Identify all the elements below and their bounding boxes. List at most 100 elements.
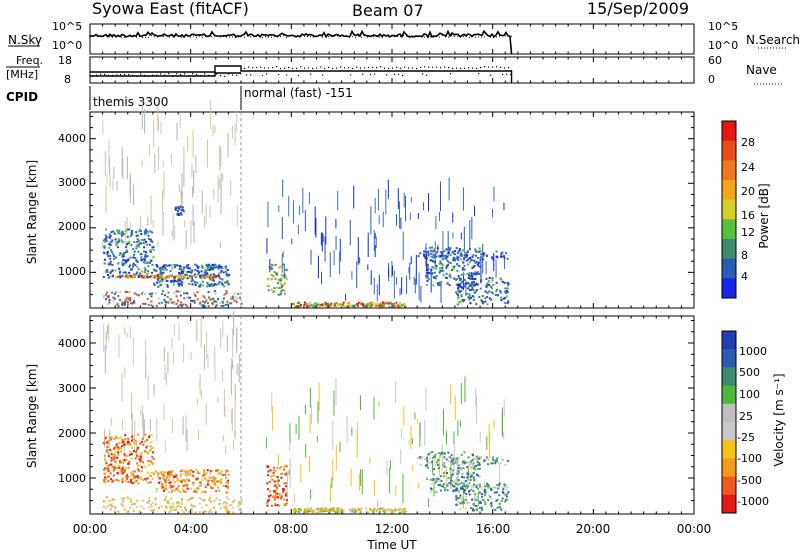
power-cell (280, 290, 283, 293)
nsearch-dot (304, 35, 305, 37)
freq-line (90, 65, 513, 83)
nsearch-dot (100, 35, 101, 37)
cpid-label: CPID (6, 90, 38, 104)
velocity-cell (273, 490, 276, 493)
velocity-cell (468, 482, 471, 485)
velocity-cell (171, 470, 174, 473)
power-cell (506, 257, 509, 260)
velocity-cell (162, 489, 165, 492)
power-cell (189, 276, 192, 279)
power-cell (313, 303, 316, 306)
power-cell (473, 278, 476, 280)
nave-dot (352, 67, 354, 70)
power-cell (324, 301, 327, 304)
velocity-cell (144, 440, 146, 443)
velocity-cell (184, 480, 186, 483)
nsearch-dot (316, 36, 317, 38)
nsearch-dot (283, 35, 284, 37)
power-cell (461, 299, 464, 301)
nave-dot (452, 67, 454, 70)
velocity-cell (486, 483, 488, 485)
power-cell (188, 282, 191, 285)
power-cell (183, 303, 186, 306)
velocity-cell (131, 470, 134, 473)
velocity-cell (490, 502, 493, 505)
power-cell (172, 279, 175, 282)
power-cell (388, 302, 391, 305)
power-cell (500, 253, 503, 256)
velocity-cell (164, 498, 167, 501)
velocity-cell (214, 476, 217, 479)
power-cell (203, 301, 206, 304)
velocity-cell (186, 487, 189, 490)
power-cell (435, 264, 438, 267)
power-cbar-swatch (722, 199, 736, 220)
nsky-series (89, 29, 513, 55)
velocity-cell (168, 481, 171, 484)
power-cell (234, 295, 237, 298)
velocity-cell (130, 478, 132, 481)
power-cell (271, 277, 274, 280)
power-cell (178, 214, 181, 216)
power-cell (472, 299, 475, 301)
power-cell (285, 268, 288, 271)
power-cell (189, 275, 192, 277)
power-cbar-swatch (722, 121, 736, 142)
power-cell (196, 291, 199, 294)
velocity-cell (137, 446, 140, 449)
power-cell (208, 275, 211, 278)
power-cell (146, 272, 149, 275)
nave-dot (176, 73, 178, 75)
velocity-cell (349, 510, 352, 513)
velocity-cell (403, 507, 406, 510)
power-cell (172, 281, 175, 283)
power-cell (282, 275, 285, 278)
velocity-cell (357, 508, 360, 510)
power-cell (425, 251, 427, 254)
power-cell (167, 291, 170, 294)
velocity-cell (120, 469, 123, 472)
velocity-cell (329, 509, 331, 511)
power-cell (158, 268, 161, 270)
power-cell (122, 264, 125, 267)
power-cell (141, 270, 144, 273)
velocity-cell (168, 511, 170, 514)
velocity-cell (219, 472, 222, 475)
power-cell (469, 275, 472, 278)
nave-dot (264, 67, 266, 69)
nsearch-dot (337, 35, 338, 37)
nsearch-dot (160, 35, 161, 37)
nsearch-dot (232, 36, 233, 38)
nave-dot (116, 74, 118, 76)
nave-dot (386, 74, 388, 76)
velocity-cell (494, 462, 497, 465)
power-cell (197, 266, 200, 268)
power-cell (481, 258, 484, 261)
power-cell (404, 305, 407, 308)
power-cell (276, 273, 278, 276)
power-cell (475, 289, 478, 291)
power-cell (109, 271, 112, 274)
velocity-cell (156, 472, 159, 475)
power-cell (366, 303, 369, 306)
velocity-cell (430, 487, 432, 490)
velocity-cell (452, 463, 455, 466)
power-cell (453, 265, 456, 268)
power-cell (137, 274, 140, 277)
power-cell (127, 274, 130, 277)
power-cell (467, 296, 470, 299)
velocity-cell (218, 503, 221, 505)
power-cell (425, 276, 428, 279)
velocity-cell (500, 500, 503, 503)
nave-dot (368, 66, 370, 69)
velocity-cell (135, 451, 137, 454)
velocity-cell (318, 509, 320, 512)
velocity-cell (478, 467, 481, 470)
power-cell (458, 248, 461, 251)
power-cell (199, 276, 202, 279)
velocity-cell (179, 491, 182, 494)
velocity-cell (183, 479, 185, 481)
power-cell (239, 296, 241, 299)
velocity-cell (127, 440, 130, 443)
power-cell (136, 271, 139, 274)
